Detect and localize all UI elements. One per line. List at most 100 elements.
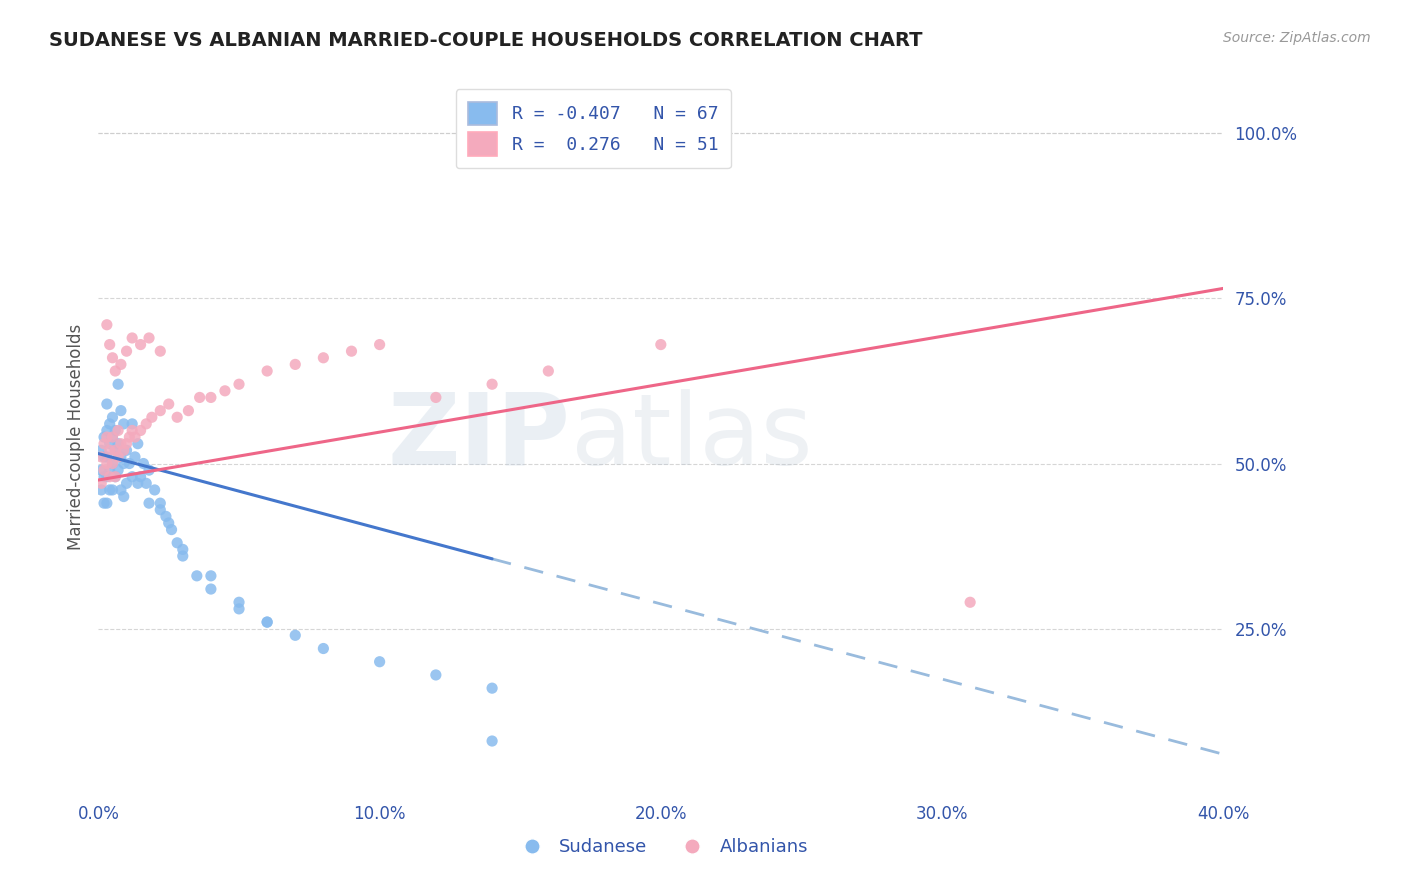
Point [188, 391, 211, 405]
Point [141, 410, 163, 425]
Point [115, 436, 138, 450]
Point [157, 397, 180, 411]
Point [98, 337, 121, 351]
Point [96, 424, 118, 438]
Point [107, 424, 129, 438]
Point [127, 436, 149, 450]
Point [112, 457, 135, 471]
Point [104, 443, 127, 458]
Point [104, 364, 127, 378]
Point [101, 430, 124, 444]
Point [129, 337, 152, 351]
Point [121, 469, 143, 483]
Point [93, 496, 115, 510]
Point [98, 443, 121, 458]
Y-axis label: Married-couple Households: Married-couple Households [66, 324, 84, 550]
Point [138, 331, 160, 345]
Point [135, 476, 157, 491]
Point [228, 377, 250, 392]
Text: ZIP: ZIP [388, 389, 571, 485]
Text: Source: ZipAtlas.com: Source: ZipAtlas.com [1223, 31, 1371, 45]
Point [90, 463, 112, 477]
Point [115, 443, 138, 458]
Point [228, 595, 250, 609]
Point [284, 358, 307, 372]
Point [101, 457, 124, 471]
Point [90, 483, 112, 497]
Point [104, 443, 127, 458]
Point [107, 450, 129, 464]
Point [101, 457, 124, 471]
Point [96, 318, 118, 332]
Point [115, 344, 138, 359]
Point [98, 417, 121, 431]
Point [90, 443, 112, 458]
Point [110, 358, 132, 372]
Point [138, 463, 160, 477]
Point [127, 476, 149, 491]
Point [104, 469, 127, 483]
Text: SUDANESE VS ALBANIAN MARRIED-COUPLE HOUSEHOLDS CORRELATION CHART: SUDANESE VS ALBANIAN MARRIED-COUPLE HOUS… [49, 31, 922, 50]
Point [107, 436, 129, 450]
Point [90, 476, 112, 491]
Point [110, 483, 132, 497]
Legend: Sudanese, Albanians: Sudanese, Albanians [506, 831, 815, 863]
Point [166, 536, 188, 550]
Point [93, 463, 115, 477]
Point [112, 417, 135, 431]
Point [98, 463, 121, 477]
Point [149, 502, 172, 516]
Point [200, 569, 222, 583]
Point [129, 469, 152, 483]
Point [214, 384, 236, 398]
Point [98, 469, 121, 483]
Point [200, 582, 222, 596]
Point [124, 430, 146, 444]
Point [129, 424, 152, 438]
Point [157, 516, 180, 530]
Point [312, 641, 335, 656]
Point [101, 430, 124, 444]
Point [98, 436, 121, 450]
Point [112, 443, 135, 458]
Point [340, 344, 363, 359]
Point [425, 391, 447, 405]
Point [96, 450, 118, 464]
Point [104, 424, 127, 438]
Point [959, 595, 981, 609]
Point [368, 337, 391, 351]
Point [256, 364, 278, 378]
Point [90, 450, 112, 464]
Point [200, 391, 222, 405]
Point [228, 602, 250, 616]
Point [368, 655, 391, 669]
Point [96, 496, 118, 510]
Point [149, 496, 172, 510]
Point [166, 410, 188, 425]
Point [121, 331, 143, 345]
Point [110, 436, 132, 450]
Point [96, 457, 118, 471]
Point [107, 463, 129, 477]
Point [256, 615, 278, 629]
Point [121, 424, 143, 438]
Point [107, 377, 129, 392]
Point [101, 351, 124, 365]
Point [104, 469, 127, 483]
Text: atlas: atlas [571, 389, 813, 485]
Point [149, 403, 172, 417]
Point [481, 734, 503, 748]
Point [93, 436, 115, 450]
Point [101, 483, 124, 497]
Point [425, 668, 447, 682]
Point [650, 337, 672, 351]
Point [96, 397, 118, 411]
Point [155, 509, 177, 524]
Point [96, 469, 118, 483]
Point [110, 450, 132, 464]
Point [284, 628, 307, 642]
Point [121, 417, 143, 431]
Point [124, 450, 146, 464]
Point [110, 403, 132, 417]
Point [138, 496, 160, 510]
